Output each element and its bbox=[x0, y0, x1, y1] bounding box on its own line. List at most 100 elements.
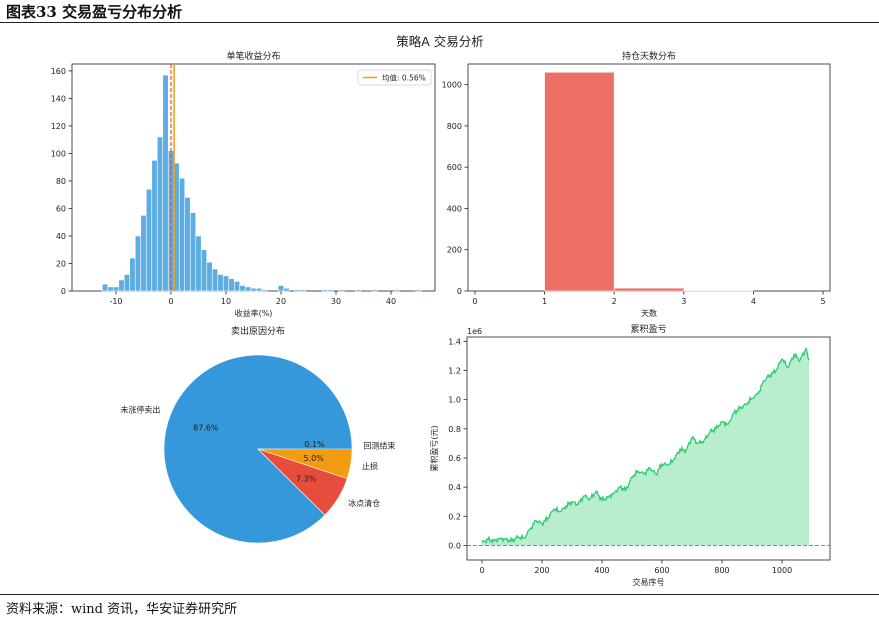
x-tick-label: 4 bbox=[751, 297, 756, 306]
histogram-bar bbox=[299, 289, 307, 292]
chart-title: 累积盈亏 bbox=[630, 323, 666, 335]
chart-title: 卖出原因分布 bbox=[231, 325, 285, 337]
x-tick-label: 3 bbox=[681, 297, 686, 306]
legend-box bbox=[357, 69, 432, 86]
sell-reason-pie-panel: 卖出原因分布 87.6% 未涨停卖出 7.3% 冰点清仓 5.0% 止损 0.1% 回测结束 bbox=[120, 325, 395, 544]
histogram-bar bbox=[217, 274, 224, 292]
histogram-bar bbox=[112, 286, 120, 292]
y-tick-label: 0.6 bbox=[448, 454, 461, 463]
y-tick-label: 140 bbox=[51, 94, 66, 103]
histogram-bar bbox=[156, 136, 164, 292]
x-axis-label: 天数 bbox=[641, 308, 657, 318]
y-tick-label: 160 bbox=[51, 67, 66, 76]
plot-frame bbox=[467, 63, 831, 292]
x-axis-label: 交易序号 bbox=[633, 577, 665, 587]
holding-bar bbox=[613, 287, 685, 292]
y-tick-label: 20 bbox=[56, 259, 66, 268]
histogram-bar bbox=[261, 289, 268, 292]
return-histogram-panel: -10 0 10 20 30 40 0 20 40 60 80 100 120 140 160 单笔收益分布收… bbox=[51, 50, 436, 318]
pie-slice-label: 冰点清仓 bbox=[348, 498, 380, 508]
histogram-bar bbox=[239, 285, 246, 292]
histogram-bar bbox=[250, 287, 257, 292]
x-tick-label: -10 bbox=[109, 297, 122, 306]
y-tick-label: 120 bbox=[51, 122, 66, 131]
holding-bar bbox=[683, 290, 754, 292]
cumulative-area bbox=[482, 348, 809, 546]
y-tick-label: 1.2 bbox=[448, 367, 461, 376]
plot-frame bbox=[71, 63, 436, 292]
x-tick-label: 0 bbox=[168, 297, 173, 306]
x-tick-label: 5 bbox=[820, 297, 825, 306]
y-tick-label: 100 bbox=[51, 149, 66, 158]
histogram-bar bbox=[354, 289, 362, 292]
x-tick-label: 40 bbox=[386, 297, 396, 306]
histogram-bar bbox=[294, 289, 301, 292]
holding-bar bbox=[544, 71, 615, 292]
y-tick-label: 0 bbox=[457, 287, 462, 296]
histogram-bar bbox=[255, 287, 263, 292]
x-axis-label: 收益率(%) bbox=[235, 308, 273, 318]
plot-frame bbox=[466, 336, 831, 561]
histogram-bar bbox=[211, 268, 219, 292]
y-tick-label: 0 bbox=[61, 287, 66, 296]
histogram-bar bbox=[206, 261, 213, 292]
histogram-bar bbox=[134, 235, 142, 292]
pie-pct-label: 87.6% bbox=[193, 424, 219, 433]
y-axis-label: 累积盈亏(元) bbox=[429, 425, 439, 471]
pie-slice-label: 回测结束 bbox=[363, 440, 395, 450]
y-tick-label: 0.4 bbox=[448, 483, 461, 492]
histogram-bar bbox=[184, 197, 191, 292]
pie-slice bbox=[257, 448, 353, 479]
histogram-bar bbox=[200, 249, 208, 292]
y-scale-label: 1e6 bbox=[467, 327, 482, 336]
histogram-bar bbox=[107, 286, 114, 292]
pie-slice-label: 止损 bbox=[362, 461, 378, 471]
y-tick-label: 80 bbox=[56, 177, 66, 186]
pie-pct-label: 5.0% bbox=[303, 454, 324, 463]
x-tick-label: 200 bbox=[534, 566, 549, 575]
y-tick-label: 0.0 bbox=[448, 541, 461, 550]
y-tick-label: 800 bbox=[447, 122, 462, 131]
x-tick-label: 0 bbox=[472, 297, 477, 306]
histogram-bar bbox=[321, 289, 329, 292]
top-rule bbox=[0, 22, 879, 23]
histogram-bar bbox=[228, 278, 235, 292]
x-tick-label: 10 bbox=[221, 297, 231, 306]
x-tick-label: 600 bbox=[654, 566, 669, 575]
y-tick-label: 600 bbox=[447, 163, 462, 172]
cumulative-pnl-panel: 0 200 400 600 800 1000 0.0 0.2 0.4 0.6 0.8 1.0 1.2 1.… bbox=[429, 323, 831, 587]
pie-pct-label: 0.1% bbox=[304, 440, 325, 449]
histogram-bar bbox=[151, 160, 158, 292]
y-tick-label: 1.0 bbox=[448, 396, 461, 405]
y-tick-label: 0.2 bbox=[448, 512, 461, 521]
chart-title: 单笔收益分布 bbox=[226, 50, 280, 62]
histogram-bar bbox=[327, 289, 334, 292]
histogram-bar bbox=[338, 289, 345, 292]
histogram-bar bbox=[415, 289, 422, 292]
histogram-bar bbox=[140, 215, 147, 292]
histogram-bar bbox=[101, 283, 109, 292]
y-tick-label: 400 bbox=[447, 204, 462, 213]
histogram-bar bbox=[393, 289, 400, 292]
histogram-bar bbox=[371, 289, 378, 292]
bottom-rule bbox=[0, 594, 879, 595]
histogram-bar bbox=[145, 188, 153, 292]
y-tick-label: 1000 bbox=[442, 81, 462, 90]
x-tick-label: 400 bbox=[594, 566, 609, 575]
histogram-bar bbox=[123, 274, 131, 292]
histogram-bar bbox=[129, 257, 136, 292]
x-tick-label: 30 bbox=[331, 297, 341, 306]
histogram-bar bbox=[118, 279, 125, 292]
x-tick-label: 1000 bbox=[772, 566, 792, 575]
y-tick-label: 40 bbox=[56, 232, 66, 241]
x-tick-label: 800 bbox=[714, 566, 729, 575]
y-tick-label: 200 bbox=[447, 246, 462, 255]
histogram-bar bbox=[283, 287, 290, 292]
x-tick-label: 1 bbox=[542, 297, 547, 306]
y-tick-label: 1.4 bbox=[448, 337, 461, 346]
x-tick-label: 2 bbox=[612, 297, 617, 306]
histogram-bar bbox=[178, 177, 186, 292]
figure-canvas: 策略A 交易分析 -10 0 10 20 30 400204060801001201401… bbox=[51, 34, 831, 587]
y-tick-label: 60 bbox=[56, 204, 66, 213]
